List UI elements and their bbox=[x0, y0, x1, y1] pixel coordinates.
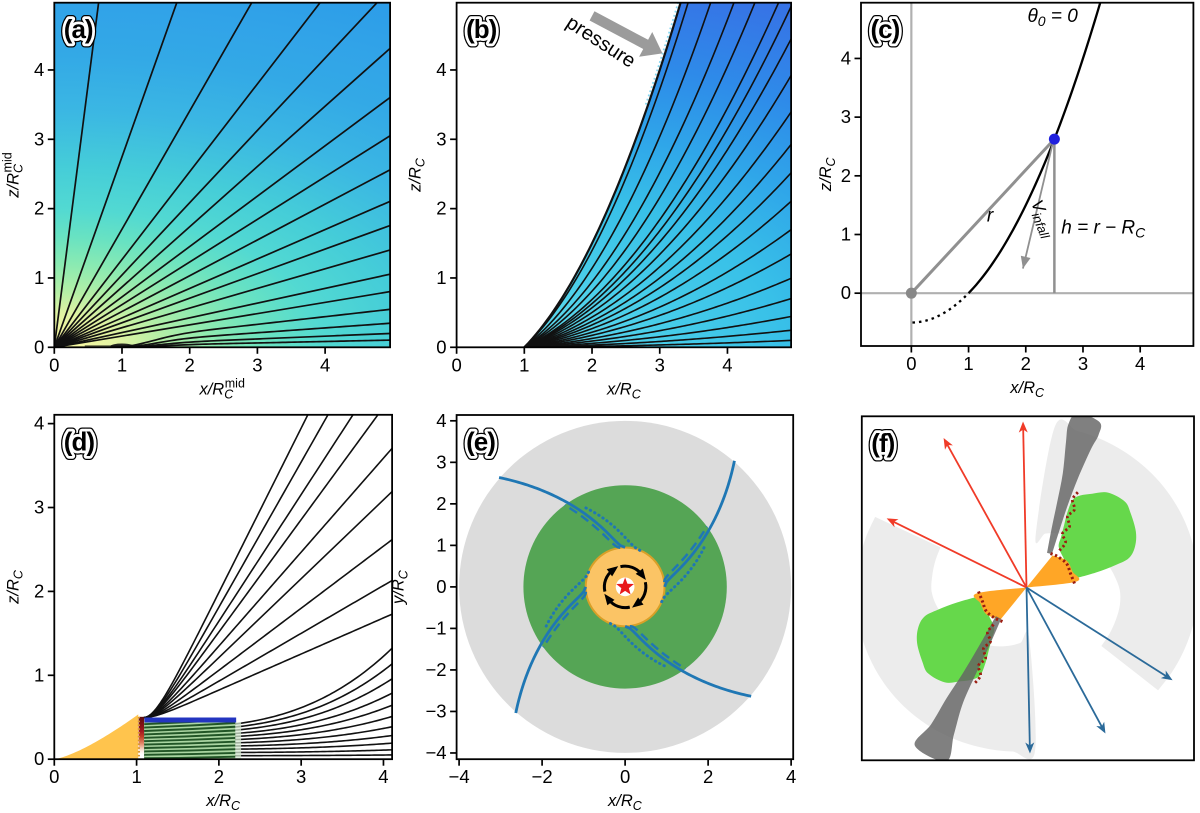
svg-text:1: 1 bbox=[34, 267, 44, 288]
svg-text:(e): (e) bbox=[466, 427, 495, 457]
svg-text:(a): (a) bbox=[64, 14, 93, 44]
svg-text:0: 0 bbox=[436, 576, 446, 597]
svg-text:4: 4 bbox=[1135, 353, 1145, 374]
svg-text:3: 3 bbox=[655, 354, 665, 375]
svg-text:0: 0 bbox=[451, 354, 461, 375]
svg-text:(d): (d) bbox=[64, 426, 95, 456]
svg-text:0: 0 bbox=[436, 336, 446, 357]
svg-text:(e): (e) bbox=[466, 427, 495, 457]
svg-text:(c): (c) bbox=[871, 14, 900, 44]
svg-text:1: 1 bbox=[963, 353, 973, 374]
svg-text:−4: −4 bbox=[426, 742, 447, 763]
svg-text:(f): (f) bbox=[871, 428, 894, 458]
svg-text:z/RCmid: z/RCmid bbox=[0, 152, 25, 198]
svg-text:(a): (a) bbox=[64, 14, 93, 44]
svg-text:2: 2 bbox=[1021, 353, 1031, 374]
svg-text:θ0 = 0: θ0 = 0 bbox=[1027, 6, 1078, 29]
svg-text:2: 2 bbox=[34, 580, 44, 601]
svg-text:1: 1 bbox=[519, 354, 529, 375]
svg-text:2: 2 bbox=[436, 198, 446, 219]
svg-text:0: 0 bbox=[49, 766, 59, 787]
svg-text:2: 2 bbox=[703, 766, 713, 787]
svg-text:4: 4 bbox=[841, 47, 851, 68]
svg-text:(c): (c) bbox=[871, 14, 900, 44]
svg-text:(f): (f) bbox=[871, 428, 894, 458]
svg-text:(d): (d) bbox=[64, 426, 95, 456]
svg-text:(b): (b) bbox=[466, 14, 497, 44]
svg-text:0: 0 bbox=[841, 282, 851, 303]
svg-text:4: 4 bbox=[786, 766, 796, 787]
svg-text:4: 4 bbox=[436, 59, 446, 80]
svg-text:1: 1 bbox=[131, 766, 141, 787]
svg-text:4: 4 bbox=[320, 354, 330, 375]
svg-text:4: 4 bbox=[34, 59, 44, 80]
svg-text:x/RCmid: x/RCmid bbox=[198, 376, 244, 401]
svg-text:1: 1 bbox=[841, 224, 851, 245]
svg-text:(e): (e) bbox=[466, 427, 495, 457]
svg-text:4: 4 bbox=[378, 766, 388, 787]
svg-text:(a): (a) bbox=[64, 14, 93, 44]
svg-text:1: 1 bbox=[436, 267, 446, 288]
svg-text:4: 4 bbox=[722, 354, 732, 375]
svg-text:(c): (c) bbox=[871, 14, 900, 44]
svg-text:3: 3 bbox=[1078, 353, 1088, 374]
svg-text:3: 3 bbox=[841, 106, 851, 127]
svg-text:2: 2 bbox=[841, 165, 851, 186]
svg-text:4: 4 bbox=[34, 413, 44, 434]
svg-text:3: 3 bbox=[436, 128, 446, 149]
svg-text:4: 4 bbox=[436, 410, 446, 431]
svg-text:1: 1 bbox=[436, 534, 446, 555]
svg-text:3: 3 bbox=[296, 766, 306, 787]
svg-text:−3: −3 bbox=[426, 700, 447, 721]
svg-text:3: 3 bbox=[34, 497, 44, 518]
svg-text:−2: −2 bbox=[532, 766, 553, 787]
svg-text:−1: −1 bbox=[426, 617, 447, 638]
svg-text:−4: −4 bbox=[449, 766, 470, 787]
svg-text:(f): (f) bbox=[871, 428, 894, 458]
svg-text:2: 2 bbox=[587, 354, 597, 375]
svg-text:0: 0 bbox=[34, 336, 44, 357]
svg-text:0: 0 bbox=[906, 353, 916, 374]
svg-text:2: 2 bbox=[436, 493, 446, 514]
svg-text:2: 2 bbox=[214, 766, 224, 787]
svg-text:−2: −2 bbox=[426, 659, 447, 680]
svg-text:(b): (b) bbox=[466, 14, 497, 44]
svg-text:h = r − RC: h = r − RC bbox=[1061, 217, 1146, 240]
svg-text:0: 0 bbox=[620, 766, 630, 787]
svg-text:3: 3 bbox=[252, 354, 262, 375]
svg-text:3: 3 bbox=[436, 451, 446, 472]
svg-text:0: 0 bbox=[34, 748, 44, 769]
svg-text:1: 1 bbox=[117, 354, 127, 375]
svg-text:3: 3 bbox=[34, 128, 44, 149]
svg-text:(b): (b) bbox=[466, 14, 497, 44]
svg-text:1: 1 bbox=[34, 664, 44, 685]
svg-text:r: r bbox=[987, 206, 994, 227]
svg-text:(d): (d) bbox=[64, 426, 95, 456]
svg-text:0: 0 bbox=[49, 354, 59, 375]
svg-text:2: 2 bbox=[34, 198, 44, 219]
svg-text:2: 2 bbox=[185, 354, 195, 375]
